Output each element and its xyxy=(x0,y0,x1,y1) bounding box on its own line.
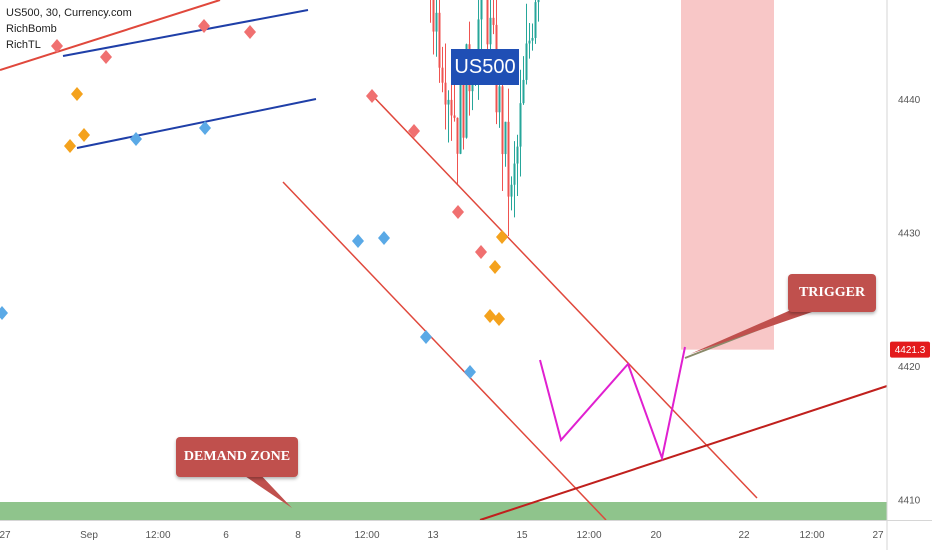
candle-body xyxy=(435,12,438,32)
projection-path xyxy=(539,346,686,462)
candle-body xyxy=(522,79,525,104)
candle-body xyxy=(531,37,534,41)
warning-signal-marker xyxy=(484,309,496,323)
candle-body xyxy=(453,115,456,118)
candle-body xyxy=(465,44,468,138)
x-tick-label: 20 xyxy=(650,530,662,541)
demand-zone-callout-tail xyxy=(236,470,292,508)
candle-body xyxy=(528,40,531,44)
demand-zone-callout: DEMAND ZONE xyxy=(176,437,298,477)
y-tick-label: 4430 xyxy=(898,229,921,240)
candle-body xyxy=(432,0,435,32)
rising-channel-upper xyxy=(62,9,309,57)
candle-body xyxy=(444,82,447,105)
x-tick-label: 27 xyxy=(0,530,11,541)
buy-signal-marker xyxy=(464,365,476,379)
sell-signal-marker xyxy=(244,25,256,39)
candle-body xyxy=(447,99,450,105)
x-tick-label: Sep xyxy=(80,530,98,541)
candle-body xyxy=(504,121,507,155)
x-tick-label: 12:00 xyxy=(576,530,601,541)
sell-signal-marker xyxy=(198,19,210,33)
callout-tails-layer xyxy=(236,306,812,508)
candles-layer xyxy=(430,0,540,237)
candle-body xyxy=(450,99,453,116)
warning-signal-marker xyxy=(71,87,83,101)
buy-signal-marker xyxy=(420,330,432,344)
candle-body xyxy=(492,17,495,25)
sell-signal-marker xyxy=(408,124,420,138)
x-tick-label: 12:00 xyxy=(799,530,824,541)
warning-signal-marker xyxy=(64,139,76,153)
sell-signal-marker xyxy=(51,39,63,53)
price-label-text: 4421.3 xyxy=(895,345,926,356)
y-tick-label: 4440 xyxy=(898,95,921,106)
candle-body xyxy=(477,19,480,73)
y-tick-label: 4410 xyxy=(898,496,921,507)
warning-signal-marker xyxy=(78,128,90,142)
upper-trendline-red xyxy=(0,0,221,71)
price-label-tag xyxy=(890,341,930,358)
candle-body xyxy=(459,84,462,154)
x-tick-label: 12:00 xyxy=(354,530,379,541)
indicator-richbomb[interactable]: RichBomb xyxy=(6,23,57,35)
rising-channel-lower xyxy=(76,98,317,149)
candle-body xyxy=(510,184,513,197)
candle-body xyxy=(534,2,537,38)
buy-signal-marker xyxy=(199,121,211,135)
sell-signal-marker xyxy=(366,89,378,103)
candle-body xyxy=(519,103,522,147)
x-tick-label: 13 xyxy=(427,530,439,541)
warning-signal-marker xyxy=(493,312,505,326)
trigger-callout-tail xyxy=(690,306,812,354)
x-tick-label: 8 xyxy=(295,530,301,541)
candle-body xyxy=(441,67,444,83)
symbol-legend: US500, 30, Currency.com xyxy=(6,7,132,19)
price-axis-panel xyxy=(887,0,932,550)
sell-signal-marker xyxy=(475,245,487,259)
candle-body xyxy=(501,86,504,155)
candle-body xyxy=(480,0,483,20)
warning-signal-marker xyxy=(496,230,508,244)
x-tick-label: 15 xyxy=(516,530,528,541)
x-tick-label: 27 xyxy=(872,530,884,541)
candle-body xyxy=(489,17,492,45)
trigger-callout: TRIGGER xyxy=(788,274,876,312)
candle-body xyxy=(462,84,465,138)
x-tick-label: 22 xyxy=(738,530,750,541)
buy-signal-marker xyxy=(378,231,390,245)
candle-body xyxy=(486,0,489,45)
candle-body xyxy=(438,12,441,68)
x-tick-label: 6 xyxy=(223,530,229,541)
candle-body xyxy=(513,163,516,185)
candle-body xyxy=(498,86,501,113)
candle-body xyxy=(456,117,459,154)
descending-channel-lower xyxy=(282,181,607,521)
zones-layer xyxy=(0,0,887,520)
warning-signal-marker xyxy=(489,260,501,274)
candle-body xyxy=(507,121,510,197)
candle-body xyxy=(471,84,474,92)
candle-body xyxy=(537,0,540,3)
support-trendline xyxy=(479,385,888,521)
x-tick-label: 12:00 xyxy=(145,530,170,541)
buy-signal-marker xyxy=(0,306,8,320)
time-axis-panel xyxy=(0,520,932,550)
descending-channel-upper xyxy=(369,92,758,499)
buy-signal-marker xyxy=(130,132,142,146)
sell-signal-marker xyxy=(100,50,112,64)
title-badge: US500 xyxy=(451,49,519,85)
demand-zone xyxy=(0,502,887,520)
buy-signal-marker xyxy=(352,234,364,248)
markers-layer xyxy=(0,19,508,379)
stop-zone xyxy=(681,0,774,350)
sell-signal-marker xyxy=(452,205,464,219)
candle-body xyxy=(516,146,519,164)
candle-body xyxy=(525,43,528,80)
y-tick-label: 4420 xyxy=(898,362,921,373)
indicator-richtl[interactable]: RichTL xyxy=(6,39,41,51)
